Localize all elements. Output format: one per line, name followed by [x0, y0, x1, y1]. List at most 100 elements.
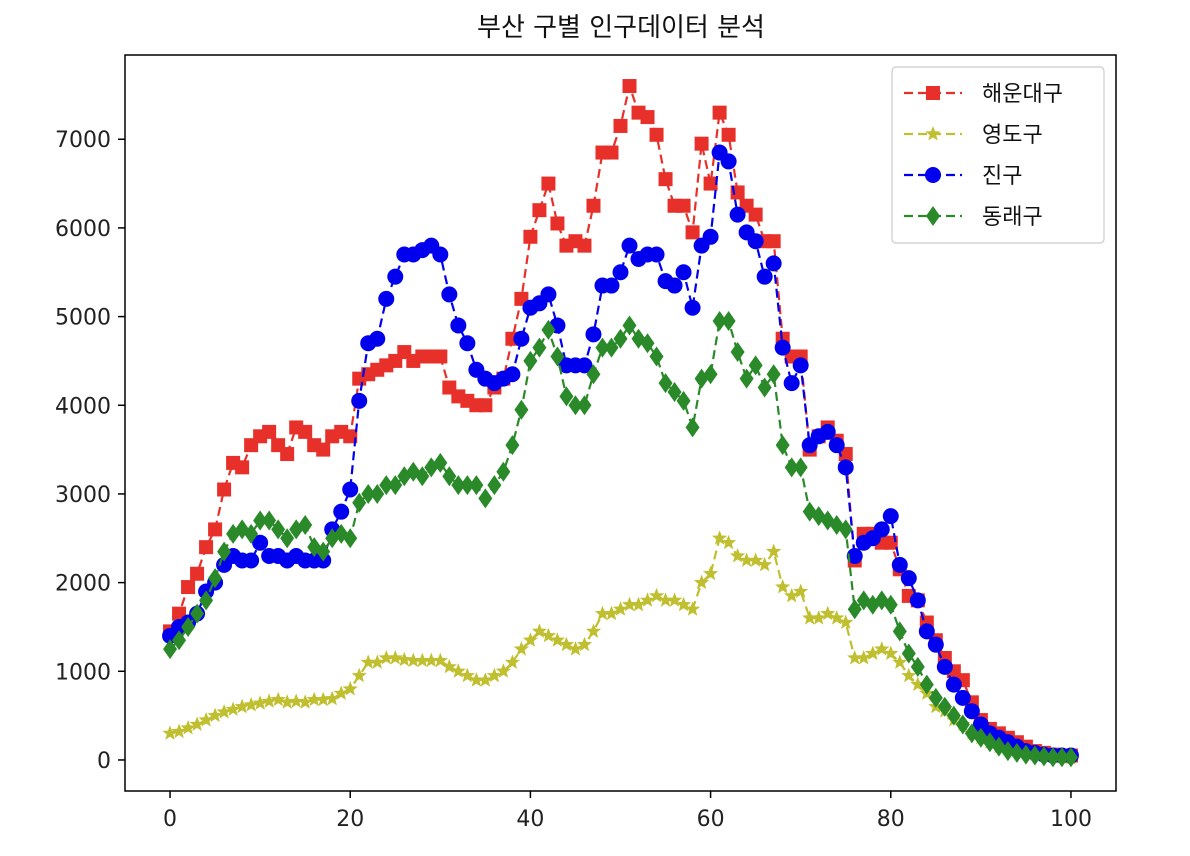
data-point: [667, 381, 682, 402]
data-point: [676, 390, 691, 411]
data-point: [576, 636, 593, 652]
data-point: [540, 286, 557, 303]
data-point: [459, 335, 476, 352]
data-point: [244, 523, 259, 544]
y-tick-label: 7000: [55, 128, 111, 153]
data-point: [262, 510, 277, 531]
data-point: [649, 346, 664, 367]
data-point: [378, 290, 395, 307]
data-point: [847, 599, 862, 620]
data-point: [802, 610, 818, 625]
data-point: [513, 330, 530, 347]
data-point: [550, 346, 565, 367]
data-point: [684, 299, 701, 316]
data-point: [1009, 742, 1024, 763]
data-point: [586, 364, 601, 385]
data-point: [613, 328, 628, 349]
data-point: [603, 605, 620, 621]
legend-marker: [925, 126, 941, 141]
data-point: [757, 377, 772, 398]
data-point: [1036, 746, 1051, 767]
data-point: [784, 457, 799, 478]
data-point: [918, 623, 935, 640]
data-point: [181, 580, 196, 595]
data-point: [522, 632, 538, 647]
data-point: [243, 552, 260, 569]
data-point: [271, 519, 286, 540]
data-point: [630, 596, 647, 612]
data-point: [387, 268, 404, 285]
data-point: [775, 435, 790, 456]
data-point: [811, 610, 827, 625]
data-point: [523, 229, 538, 244]
data-point: [333, 503, 350, 520]
data-point: [306, 691, 322, 707]
data-point: [190, 566, 205, 581]
data-point: [171, 723, 187, 739]
data-point: [478, 488, 493, 509]
data-point: [297, 694, 313, 709]
data-point: [433, 349, 448, 364]
legend-item: 진구: [904, 164, 1022, 189]
data-point: [1000, 741, 1015, 762]
data-point: [531, 623, 547, 638]
data-point: [199, 540, 214, 555]
data-point: [585, 623, 602, 638]
data-point: [369, 330, 386, 347]
data-point: [469, 475, 484, 496]
data-point: [577, 395, 592, 416]
data-point: [505, 435, 520, 456]
legend-box: [891, 66, 1105, 244]
data-point: [433, 452, 448, 473]
data-point: [540, 627, 556, 643]
data-point: [640, 333, 655, 354]
legend-marker: [925, 167, 941, 183]
data-point: [910, 676, 926, 692]
data-point: [198, 712, 214, 727]
x-tick-label: 60: [697, 807, 725, 832]
data-point: [541, 176, 556, 191]
y-tick-label: 0: [97, 749, 111, 774]
data-point: [685, 601, 701, 616]
data-point: [748, 355, 763, 376]
data-point: [1045, 747, 1060, 768]
data-point: [532, 337, 547, 358]
data-point: [1018, 744, 1033, 765]
data-point: [532, 203, 547, 218]
data-point: [487, 475, 502, 496]
data-point: [901, 667, 917, 683]
data-point: [477, 672, 493, 687]
x-tick-label: 100: [1050, 807, 1092, 832]
data-point: [252, 534, 269, 551]
y-tick-label: 4000: [55, 394, 111, 419]
series-4: [163, 311, 1078, 768]
data-point: [703, 176, 718, 191]
x-tick-label: 40: [516, 807, 544, 832]
data-point: [298, 514, 313, 535]
data-point: [576, 357, 593, 374]
data-point: [694, 574, 710, 590]
data-point: [559, 386, 574, 407]
data-point: [496, 461, 511, 482]
data-point: [288, 693, 304, 708]
data-point: [666, 592, 683, 607]
data-point: [919, 674, 934, 695]
data-point: [622, 79, 637, 94]
data-point: [901, 643, 916, 664]
data-point: [819, 423, 836, 440]
data-point: [621, 237, 638, 254]
data-point: [657, 592, 674, 607]
data-point: [622, 315, 637, 336]
data-point: [685, 417, 700, 438]
data-point: [892, 654, 908, 669]
data-point: [658, 373, 673, 394]
data-point: [513, 641, 529, 656]
data-point: [955, 714, 970, 735]
data-point: [594, 605, 611, 621]
data-point: [243, 697, 259, 712]
data-point: [882, 508, 899, 525]
data-point: [721, 127, 736, 142]
data-point: [342, 481, 359, 498]
data-point: [514, 399, 529, 420]
